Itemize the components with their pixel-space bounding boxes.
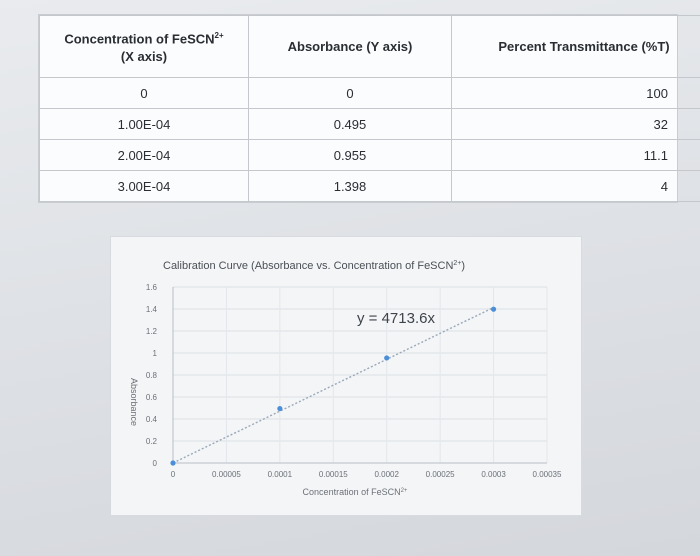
header-concentration-axis: (X axis)	[120, 49, 168, 65]
x-tick-label: 0.00015	[319, 470, 348, 479]
header-absorbance: Absorbance (Y axis)	[248, 15, 452, 78]
table-row: 2.00E-04 0.955 11.1	[39, 139, 700, 171]
data-table: Concentration of FeSCN2+ (X axis) Absorb…	[38, 14, 700, 203]
data-point	[277, 405, 283, 412]
x-axis-label: Concentration of FeSCN2+	[303, 487, 408, 497]
x-tick-label: 0.00025	[426, 470, 455, 479]
y-tick-label: 0	[153, 459, 158, 468]
table-row: 0 0 100	[39, 77, 700, 109]
cell-transmittance: 100	[451, 77, 700, 109]
trendline	[172, 306, 494, 464]
cell-absorbance: 1.398	[248, 170, 452, 202]
x-axis-label-main: Concentration of FeSCN	[303, 487, 401, 497]
table-row: 1.00E-04 0.495 32	[39, 108, 700, 140]
cell-transmittance: 32	[451, 108, 700, 140]
header-concentration-text: Concentration of FeSCN	[64, 31, 215, 47]
x-tick-label: 0.0003	[481, 470, 506, 479]
trend-equation: y = 4713.6x	[357, 310, 435, 327]
x-tick-label: 0.0001	[268, 470, 293, 479]
y-tick-label: 0.6	[146, 393, 158, 402]
table-header-row: Concentration of FeSCN2+ (X axis) Absorb…	[39, 15, 700, 78]
cell-concentration: 2.00E-04	[39, 139, 249, 171]
y-tick-label: 1.4	[146, 305, 158, 314]
chart-title-sup: 2+	[453, 260, 461, 267]
y-tick-label: 1	[153, 349, 158, 358]
cell-transmittance: 11.1	[451, 139, 700, 171]
data-point	[490, 306, 497, 312]
cell-concentration: 1.00E-04	[39, 108, 249, 140]
y-tick-label: 0.4	[146, 415, 158, 424]
x-tick-label: 0.0002	[374, 470, 399, 479]
cell-absorbance: 0.495	[248, 108, 452, 140]
header-concentration-sup: 2+	[214, 30, 224, 40]
table-row: 3.00E-04 1.398 4	[39, 170, 700, 202]
x-tick-label: 0.00035	[533, 470, 562, 479]
cell-transmittance: 4	[451, 170, 700, 202]
header-concentration: Concentration of FeSCN2+ (X axis)	[39, 15, 249, 78]
header-transmittance: Percent Transmittance (%T)	[451, 15, 700, 78]
chart-title-main: Calibration Curve (Absorbance vs. Concen…	[163, 260, 453, 272]
chart-title: Calibration Curve (Absorbance vs. Concen…	[163, 260, 465, 272]
cell-absorbance: 0.955	[248, 139, 452, 171]
y-tick-label: 0.8	[146, 371, 158, 380]
x-axis-label-sup: 2+	[401, 488, 408, 494]
chart-svg: Calibration Curve (Absorbance vs. Concen…	[129, 260, 562, 497]
x-tick-label: 0	[171, 470, 176, 479]
chart-title-end: )	[461, 260, 465, 272]
y-tick-label: 0.2	[146, 437, 158, 446]
data-point	[170, 460, 176, 466]
data-point	[384, 355, 390, 361]
cell-absorbance: 0	[248, 77, 452, 109]
y-tick-label: 1.2	[146, 327, 158, 336]
calibration-chart: Calibration Curve (Absorbance vs. Concen…	[110, 236, 582, 516]
x-tick-label: 0.00005	[212, 470, 241, 479]
cell-concentration: 3.00E-04	[39, 170, 249, 202]
y-axis-label: Absorbance	[129, 378, 139, 426]
y-tick-label: 1.6	[146, 283, 158, 292]
cell-concentration: 0	[39, 77, 249, 109]
